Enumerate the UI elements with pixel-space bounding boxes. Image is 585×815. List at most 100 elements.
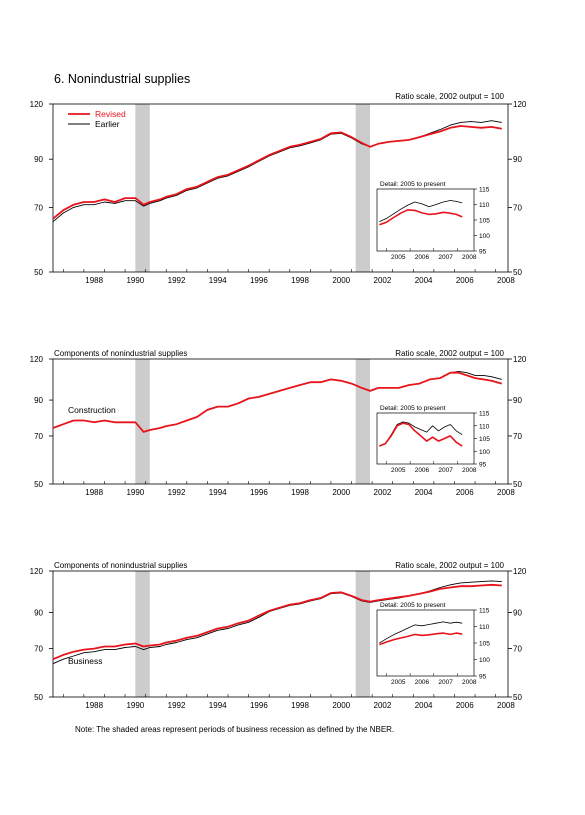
- y-tick-label-right-2-90: 90: [513, 396, 522, 405]
- x-tick-label-2-2000: 2000: [332, 488, 350, 497]
- x-tick-label-2-2004: 2004: [415, 488, 433, 497]
- y-tick-label-right-3-50: 50: [513, 693, 522, 702]
- panel-3-subtitle: Ratio scale, 2002 output = 100: [395, 561, 504, 570]
- inset-series-line-1-earlier: [379, 200, 463, 222]
- y-tick-label-left-1-70: 70: [34, 203, 43, 212]
- x-tick-label-2-1988: 1988: [85, 488, 103, 497]
- panel-label-3: Business: [68, 656, 103, 666]
- inset-x-tick-label-2-2005: 2005: [391, 467, 406, 474]
- y-tick-label-right-3-120: 120: [513, 567, 527, 576]
- x-tick-label-3-1996: 1996: [250, 701, 268, 710]
- x-tick-label-3-1990: 1990: [126, 701, 144, 710]
- page-title: 6. Nonindustrial supplies: [54, 72, 191, 86]
- plot-frame-2: [52, 358, 509, 485]
- x-tick-label-2-1994: 1994: [209, 488, 227, 497]
- legend-label-earlier: Earlier: [95, 119, 120, 129]
- inset-frame-2: [376, 412, 475, 465]
- inset-y-tick-label-2-115: 115: [479, 411, 490, 418]
- x-tick-label-1-2002: 2002: [374, 276, 392, 285]
- inset-y-tick-label-1-95: 95: [479, 249, 487, 256]
- y-tick-label-right-3-90: 90: [513, 608, 522, 617]
- plot-frame-3: [52, 570, 509, 698]
- x-tick-label-3-2008: 2008: [497, 701, 515, 710]
- x-tick-label-1-2008: 2008: [497, 276, 515, 285]
- inset-x-tick-label-1-2008: 2008: [462, 254, 477, 261]
- x-tick-label-1-1988: 1988: [85, 276, 103, 285]
- x-tick-label-1-2000: 2000: [332, 276, 350, 285]
- x-tick-label-3-2006: 2006: [456, 701, 474, 710]
- y-tick-label-left-1-120: 120: [30, 100, 44, 109]
- inset-y-tick-label-2-105: 105: [479, 436, 490, 443]
- x-tick-label-1-2004: 2004: [415, 276, 433, 285]
- x-tick-label-1-1992: 1992: [168, 276, 186, 285]
- inset-x-tick-label-2-2008: 2008: [462, 467, 477, 474]
- recession-band-2-1: [135, 359, 150, 484]
- x-tick-label-2-1996: 1996: [250, 488, 268, 497]
- inset-title-2: Detail: 2005 to present: [380, 405, 446, 412]
- inset-y-tick-label-3-115: 115: [479, 608, 490, 615]
- recession-band-3-2: [355, 571, 371, 697]
- y-tick-label-left-2-90: 90: [34, 396, 43, 405]
- y-tick-label-left-2-50: 50: [34, 480, 43, 489]
- inset-x-tick-label-3-2008: 2008: [462, 679, 477, 686]
- plot-frame-1: [52, 103, 509, 273]
- inset-x-tick-label-2-2007: 2007: [438, 467, 453, 474]
- y-tick-label-right-2-50: 50: [513, 480, 522, 489]
- x-tick-label-3-2004: 2004: [415, 701, 433, 710]
- inset-y-tick-label-3-105: 105: [479, 641, 490, 648]
- panel-3-title: Components of nonindustrial supplies: [54, 561, 188, 570]
- x-tick-label-1-1998: 1998: [291, 276, 309, 285]
- panel-2-subtitle: Ratio scale, 2002 output = 100: [395, 349, 504, 358]
- x-tick-label-3-1994: 1994: [209, 701, 227, 710]
- inset-series-line-3-earlier: [379, 621, 463, 644]
- inset-series-line-3-revised: [379, 632, 463, 646]
- y-tick-label-right-1-70: 70: [513, 203, 522, 212]
- inset-title-1: Detail: 2005 to present: [380, 181, 446, 188]
- x-tick-label-1-2006: 2006: [456, 276, 474, 285]
- y-tick-label-left-2-70: 70: [34, 432, 43, 441]
- series-line-3-revised: [52, 583, 502, 661]
- inset-title-3: Detail: 2005 to present: [380, 602, 446, 609]
- y-tick-label-right-1-50: 50: [513, 268, 522, 277]
- inset-y-tick-label-3-95: 95: [479, 674, 487, 681]
- inset-y-tick-label-1-110: 110: [479, 202, 490, 209]
- x-tick-label-3-1992: 1992: [168, 701, 186, 710]
- inset-x-tick-label-1-2007: 2007: [438, 254, 453, 261]
- x-tick-label-2-2008: 2008: [497, 488, 515, 497]
- y-tick-label-right-2-120: 120: [513, 355, 527, 364]
- inset-y-tick-label-1-115: 115: [479, 187, 490, 194]
- y-tick-label-left-1-50: 50: [34, 268, 43, 277]
- y-tick-label-right-3-70: 70: [513, 645, 522, 654]
- inset-y-tick-label-3-110: 110: [479, 624, 490, 631]
- inset-y-tick-label-1-100: 100: [479, 233, 490, 240]
- x-tick-label-2-1992: 1992: [168, 488, 186, 497]
- inset-x-tick-label-3-2007: 2007: [438, 679, 453, 686]
- y-tick-label-left-3-120: 120: [30, 567, 44, 576]
- inset-series-line-2-revised: [379, 422, 463, 447]
- x-tick-label-2-2002: 2002: [374, 488, 392, 497]
- panel-1-subtitle: Ratio scale, 2002 output = 100: [395, 92, 504, 101]
- x-tick-label-3-1988: 1988: [85, 701, 103, 710]
- series-line-1-revised: [52, 125, 502, 220]
- series-line-2-revised: [52, 371, 503, 433]
- legend-label-revised: Revised: [95, 109, 126, 119]
- recession-band-2-2: [355, 359, 371, 484]
- x-tick-label-3-2000: 2000: [332, 701, 350, 710]
- recession-band-1-2: [355, 104, 371, 272]
- inset-frame-3: [376, 609, 475, 677]
- inset-x-tick-label-3-2005: 2005: [391, 679, 406, 686]
- y-tick-label-left-2-120: 120: [30, 355, 44, 364]
- x-tick-label-1-1994: 1994: [209, 276, 227, 285]
- inset-y-tick-label-2-110: 110: [479, 423, 490, 430]
- inset-x-tick-label-1-2005: 2005: [391, 254, 406, 261]
- inset-frame-1: [376, 188, 475, 252]
- y-tick-label-right-1-120: 120: [513, 100, 527, 109]
- y-tick-label-left-3-90: 90: [34, 608, 43, 617]
- panel-label-2: Construction: [68, 405, 116, 415]
- recession-band-1-1: [135, 104, 150, 272]
- inset-y-tick-label-2-95: 95: [479, 462, 487, 469]
- x-tick-label-1-1996: 1996: [250, 276, 268, 285]
- y-tick-label-left-3-70: 70: [34, 645, 43, 654]
- panel-2-title: Components of nonindustrial supplies: [54, 349, 188, 358]
